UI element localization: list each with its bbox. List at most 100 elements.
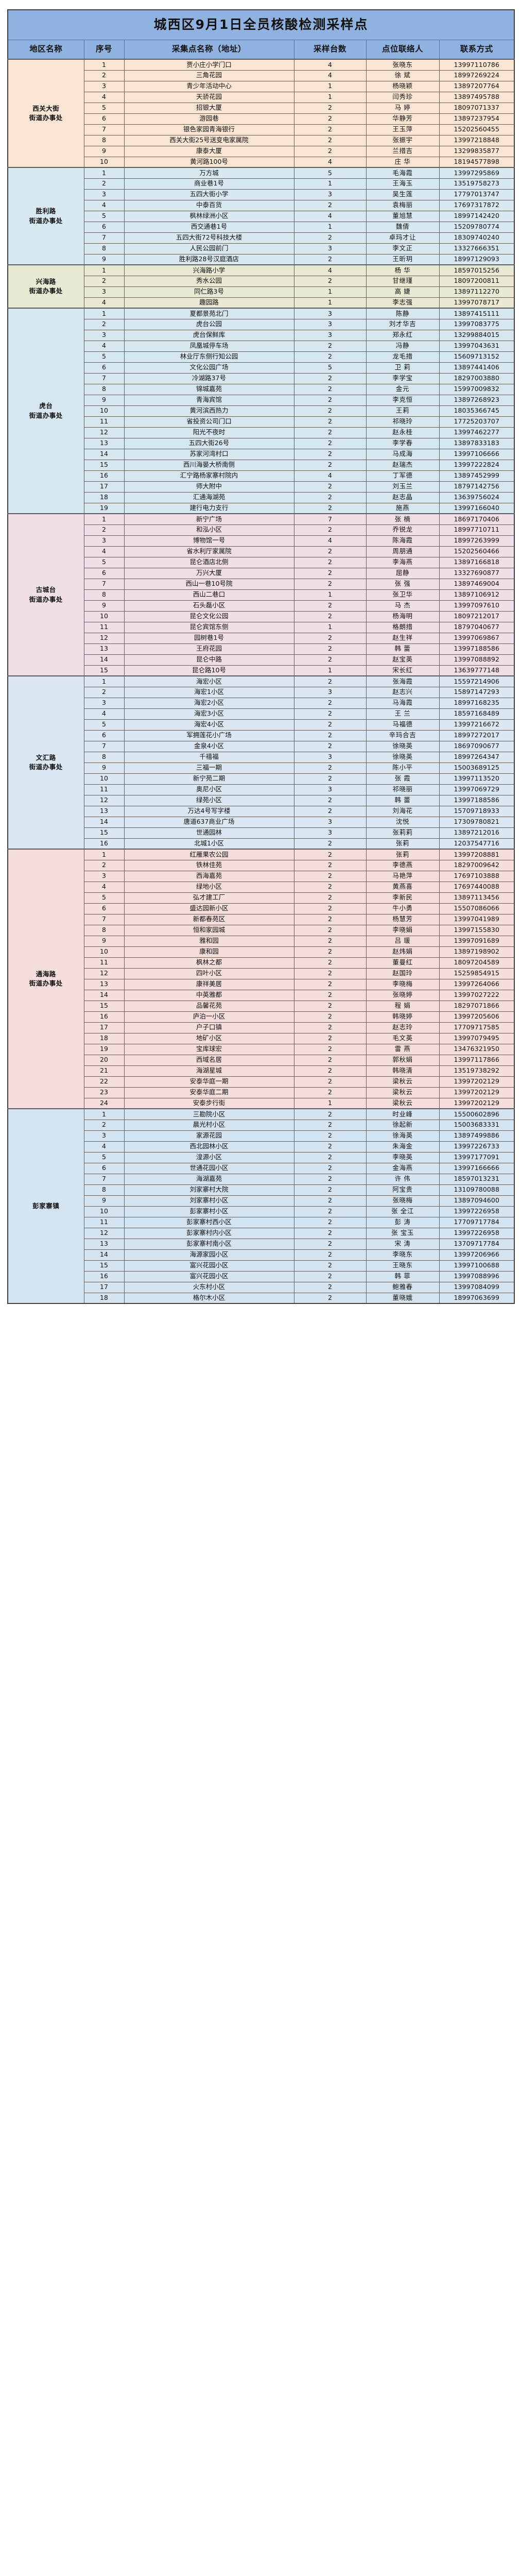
row-index-cell: 16 [83,1270,125,1282]
contact-person-cell: 郭秋娟 [366,1054,440,1066]
contact-phone-cell: 13897112270 [439,286,515,298]
contact-phone-cell: 13997222824 [439,459,515,471]
desk-count-cell: 2 [293,1108,367,1120]
desk-count-cell: 2 [293,340,367,352]
point-name-cell: 唐道637商业广场 [124,816,294,828]
desk-count-cell: 2 [293,719,367,731]
table-row: 20 西域名居 2 郭秋娟 13997117866 [8,1054,515,1066]
table-row: 文汇路 街道办事处 1 海宏小区 2 张海霞 15597214906 [7,675,515,850]
contact-person-cell: 李海燕 [366,556,440,568]
desk-count-cell: 3 [293,243,367,255]
row-index-cell: 13 [83,805,125,817]
table-row: 2 铁林佳苑 2 李德燕 18297009642 [8,859,515,871]
contact-phone-cell: 13997218848 [439,134,515,146]
contact-phone-cell: 13997166666 [439,1162,515,1174]
column-header-desk-count: 采样台数 [293,39,367,60]
contact-person-cell: 赵炜娟 [366,946,440,958]
contact-person-cell: 宋长红 [366,665,440,676]
contact-person-cell: 董曼红 [366,957,440,969]
contact-person-cell: 卓玛才让 [366,232,440,244]
row-index-cell: 14 [83,989,125,1001]
row-index-cell: 7 [83,232,125,244]
desk-count-cell: 2 [293,1141,367,1153]
row-index-cell: 12 [83,968,125,979]
contact-person-cell: 屈静 [366,567,440,579]
table-row: 9 胜利路28号汉庭酒店 2 王昕玥 18997129093 [8,253,515,265]
desk-count-cell: 2 [293,546,367,557]
contact-person-cell: 吕 瑗 [366,935,440,947]
table-row: 8 锦城嘉苑 2 金元 15997009832 [8,383,515,395]
row-index-cell: 13 [83,437,125,449]
point-name-cell: 省投资公司门口 [124,416,294,428]
contact-phone-cell: 13997188586 [439,643,515,655]
desk-count-cell: 2 [293,383,367,395]
row-index-cell: 2 [83,686,125,698]
contact-phone-cell: 13327666351 [439,243,515,255]
point-name-cell: 安泰步行街 [124,1097,294,1109]
desk-count-cell: 2 [293,481,367,493]
point-name-cell: 海宏小区 [124,675,294,687]
table-row: 17 火东村小区 2 鲍雅春 13997084099 [8,1281,515,1293]
contact-phone-cell: 13997097610 [439,600,515,612]
point-name-cell: 冷湖路37号 [124,372,294,384]
desk-count-cell: 2 [293,1216,367,1228]
point-name-cell: 西海嘉苑 [124,870,294,882]
contact-phone-cell: 17709717585 [439,1022,515,1033]
desk-count-cell: 3 [293,329,367,341]
point-name-cell: 锦城嘉苑 [124,383,294,395]
row-index-cell: 4 [83,1141,125,1153]
point-name-cell: 新都春苑区 [124,913,294,925]
row-index-cell: 13 [83,1238,125,1250]
contact-person-cell: 黄燕喜 [366,881,440,893]
contact-person-cell: 时业峰 [366,1108,440,1120]
table-row: 通海路 街道办事处 1 红雁果农公园 2 张莉 13997208881 [7,849,515,1109]
point-name-cell: 湟源小区 [124,1151,294,1163]
table-row: 5 湟源小区 2 李晓英 13997177091 [8,1151,515,1163]
row-index-cell: 15 [83,665,125,676]
contact-person-cell: 李学宝 [366,372,440,384]
point-name-cell: 昆仑宾馆东侧 [124,621,294,633]
table-row: 4 中泰百货 2 袁梅丽 17697317872 [8,199,515,211]
point-name-cell: 安泰华庭一期 [124,1076,294,1088]
region-name-cell: 虎台 街道办事处 [7,308,84,514]
table-row: 5 枫林绿洲小区 4 董旭慧 18997142420 [8,210,515,222]
table-row: 11 奥尼小区 3 祁晓丽 13997069729 [8,784,515,795]
column-header-point-name: 采集点名称（地址） [124,39,294,60]
contact-person-cell: 李克恒 [366,394,440,406]
row-index-cell: 1 [83,167,125,179]
table-row: 16 汇宁路杨家寨村院内 4 丁军德 13897452999 [8,470,515,482]
row-index-cell: 16 [83,470,125,482]
point-name-cell: 世通园林 [124,827,294,839]
row-index-cell: 7 [83,1173,125,1185]
desk-count-cell: 2 [293,394,367,406]
contact-phone-cell: 13997083775 [439,318,515,330]
contact-person-cell: 郑永红 [366,329,440,341]
point-name-cell: 弘才建工厂 [124,892,294,904]
point-name-cell: 商业巷1号 [124,178,294,190]
contact-person-cell: 兰措吉 [366,145,440,157]
table-row: 17 师大附中 2 刘玉兰 18797142756 [8,481,515,493]
table-row: 2 晨光村小区 2 徐起新 15003683331 [8,1119,515,1131]
row-index-cell: 13 [83,978,125,990]
row-index-cell: 9 [83,253,125,265]
contact-phone-cell: 13997226733 [439,1141,515,1153]
row-index-cell: 7 [83,740,125,752]
row-index-cell: 22 [83,1076,125,1088]
point-name-cell: 火东村小区 [124,1281,294,1293]
table-row: 15 品馨花苑 2 程 娟 18297071866 [8,1000,515,1012]
desk-count-cell: 2 [293,459,367,471]
row-index-cell: 6 [83,113,125,125]
point-name-cell: 虎台保鲜库 [124,329,294,341]
contact-person-cell: 刘才华吉 [366,318,440,330]
table-row: 7 海湖嘉苑 2 许 伟 18597013231 [8,1173,515,1185]
contact-person-cell: 杨晓颖 [366,80,440,92]
contact-phone-cell: 18297003880 [439,372,515,384]
desk-count-cell: 2 [293,1173,367,1185]
point-name-cell: 兴海路小学 [124,264,294,276]
table-row: 14 海源家园小区 2 李晓东 13997206966 [8,1249,515,1261]
contact-person-cell: 杨慧芳 [366,913,440,925]
point-name-cell: 阳光不夜时 [124,427,294,438]
contact-phone-cell: 13997166040 [439,502,515,514]
row-index-cell: 5 [83,102,125,114]
row-index-cell: 7 [83,372,125,384]
